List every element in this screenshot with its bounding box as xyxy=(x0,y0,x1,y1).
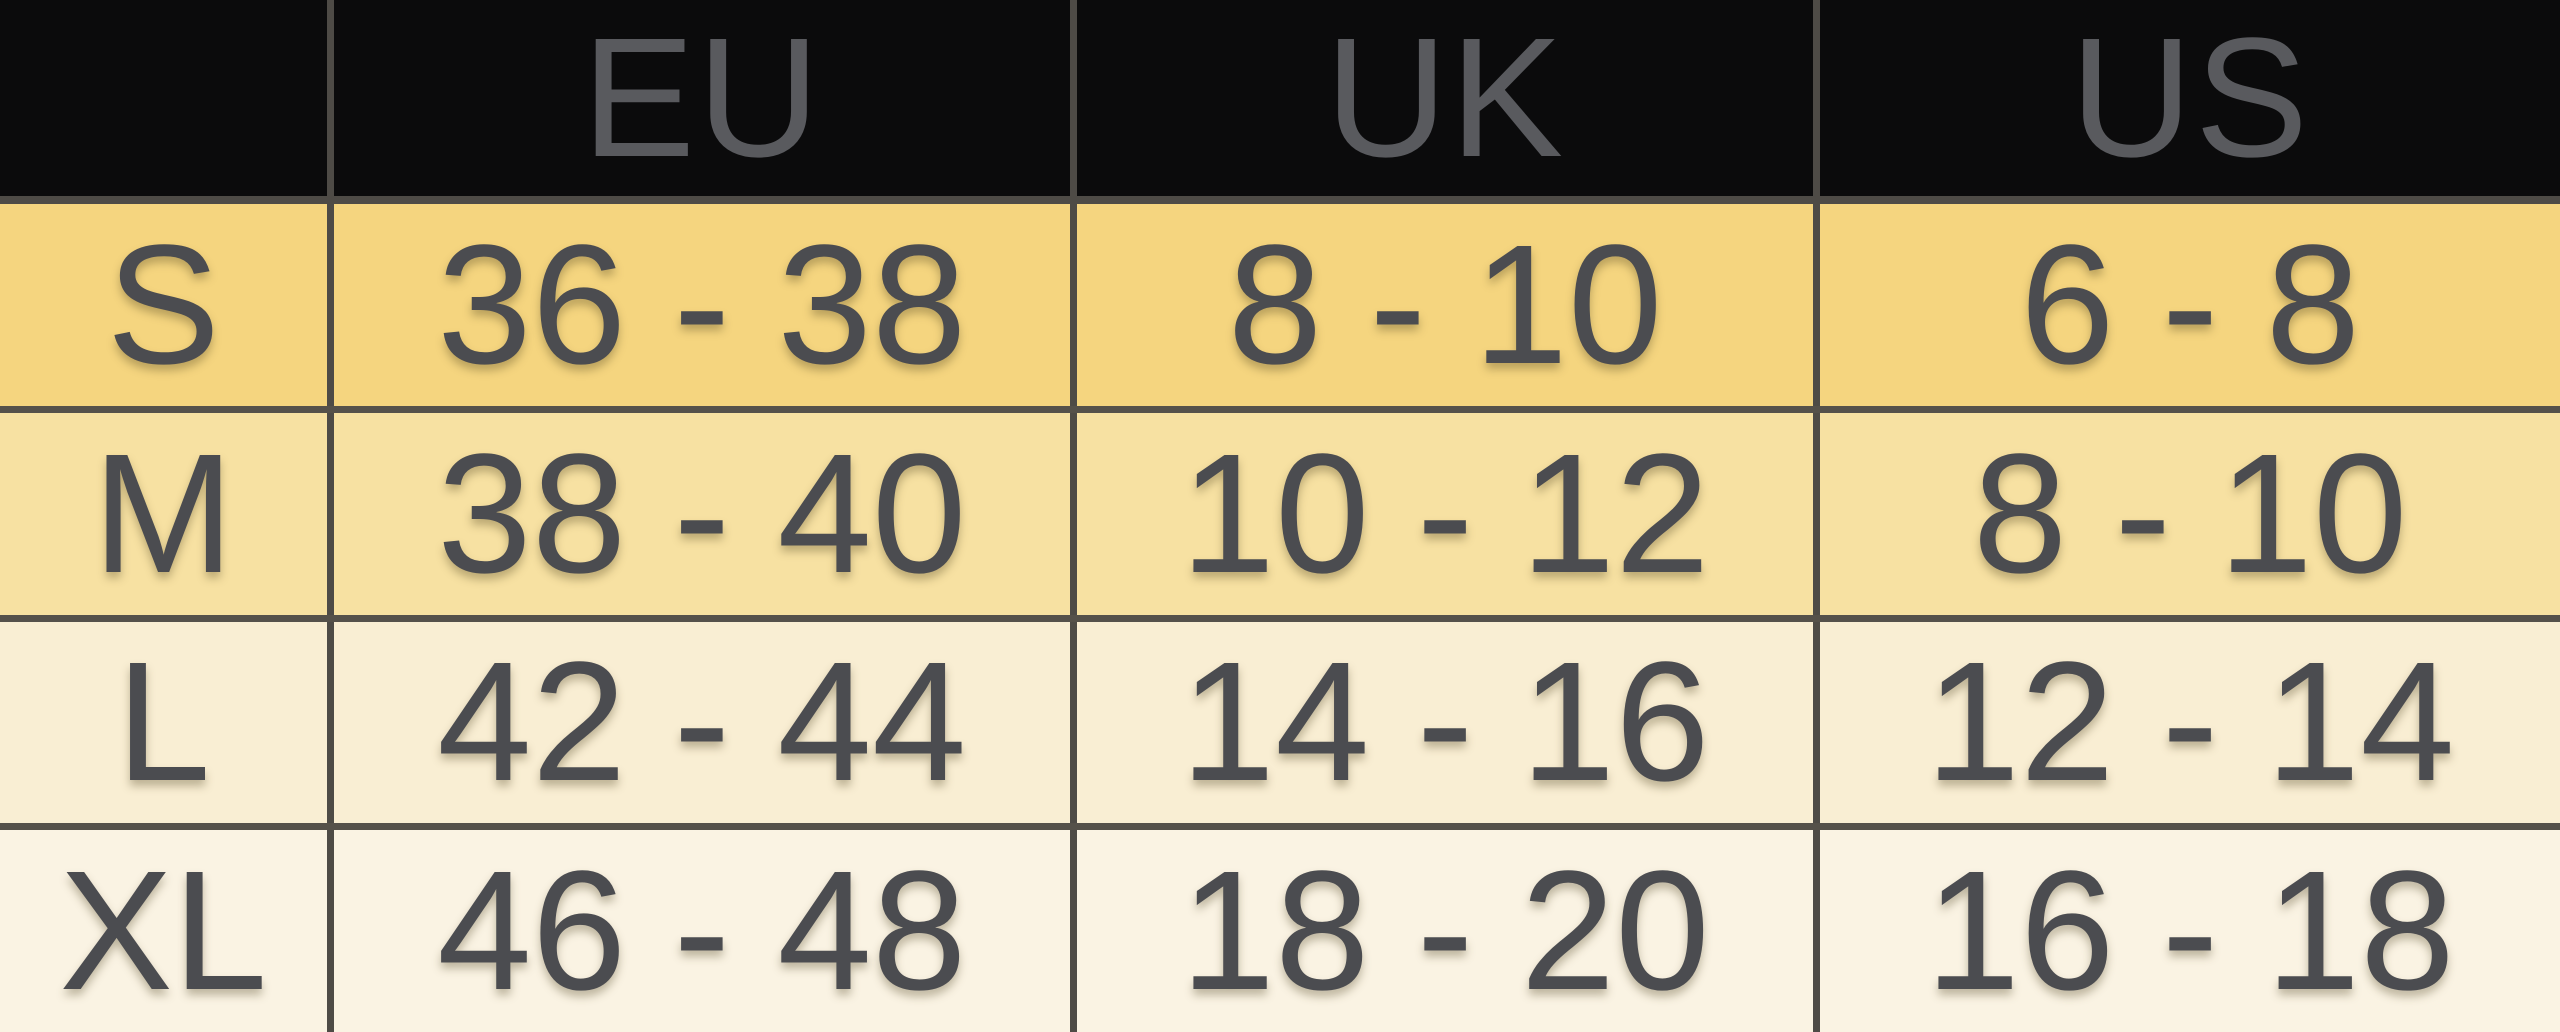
table-row-s: S 36 - 38 8 - 10 6 - 8 xyxy=(0,200,2560,413)
size-label-m: M xyxy=(0,409,331,622)
size-label-xl: XL xyxy=(0,826,331,1032)
value-cell-s-eu: 36 - 38 xyxy=(326,200,1074,413)
header-cell-us: US xyxy=(1813,0,2560,204)
value-cell-l-us: 12 - 14 xyxy=(1813,618,2560,831)
header-row: EU UK US xyxy=(0,0,2560,204)
size-label-s: S xyxy=(0,200,331,413)
value-cell-m-us: 8 - 10 xyxy=(1813,409,2560,622)
header-cell-corner xyxy=(0,0,331,204)
value-cell-xl-eu: 46 - 48 xyxy=(326,826,1074,1032)
value-cell-xl-us: 16 - 18 xyxy=(1813,826,2560,1032)
table-row-l: L 42 - 44 14 - 16 12 - 14 xyxy=(0,618,2560,831)
value-cell-l-uk: 14 - 16 xyxy=(1069,618,1817,831)
value-cell-xl-uk: 18 - 20 xyxy=(1069,826,1817,1032)
value-cell-s-us: 6 - 8 xyxy=(1813,200,2560,413)
value-cell-s-uk: 8 - 10 xyxy=(1069,200,1817,413)
header-cell-uk: UK xyxy=(1069,0,1817,204)
table-row-m: M 38 - 40 10 - 12 8 - 10 xyxy=(0,409,2560,622)
table-row-xl: XL 46 - 48 18 - 20 16 - 18 xyxy=(0,826,2560,1032)
value-cell-m-eu: 38 - 40 xyxy=(326,409,1074,622)
value-cell-m-uk: 10 - 12 xyxy=(1069,409,1817,622)
header-cell-eu: EU xyxy=(326,0,1074,204)
value-cell-l-eu: 42 - 44 xyxy=(326,618,1074,831)
size-label-l: L xyxy=(0,618,331,831)
